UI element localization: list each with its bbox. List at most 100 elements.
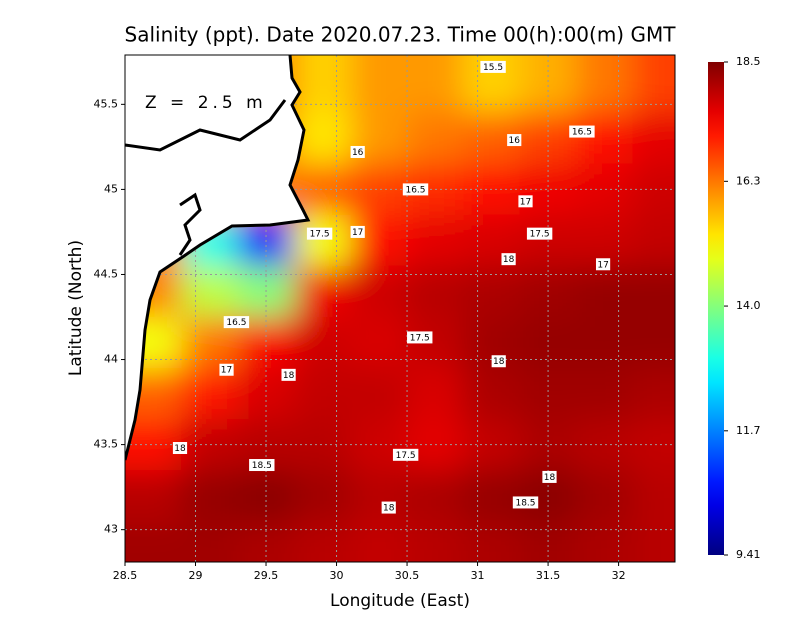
contour-label-box (569, 125, 595, 138)
field-cell (125, 470, 182, 522)
x-tick-label: 29 (189, 569, 203, 582)
contour-label-box (392, 448, 419, 461)
depth-label: Z = 2.5 m (145, 93, 267, 113)
contour-label-box (518, 195, 533, 208)
field-cell (350, 55, 408, 114)
field-cell (407, 470, 464, 522)
contour-label: 17 (520, 197, 531, 207)
y-tick-label: 44.5 (94, 267, 119, 280)
chart-title: Salinity (ppt). Date 2020.07.23. Time 00… (125, 23, 677, 47)
contour-label: 18 (283, 371, 295, 381)
contour-label: 17.5 (396, 451, 416, 461)
field-cell (350, 521, 408, 562)
contour-label-box (480, 60, 506, 73)
field-cell (181, 470, 239, 522)
contour-label: 16.5 (226, 318, 246, 328)
field-cell (294, 265, 352, 318)
contour-label: 17 (221, 366, 232, 376)
contour-label-box (350, 225, 365, 238)
y-axis-label: Latitude (North) (66, 240, 86, 376)
field-cell (181, 521, 239, 562)
contour-label-box (507, 134, 522, 147)
contour-label-box (407, 331, 433, 344)
contour-label: 16 (352, 148, 364, 158)
field-cell (519, 55, 577, 114)
contour-label-box (542, 470, 557, 483)
contour-labels: 15.5 16.5 16 16 17 16.5 17.5 17 17.5 18 17 16.5 17.5… (172, 60, 611, 514)
y-tick-label: 45.5 (94, 97, 119, 110)
contour-label-box (172, 442, 188, 455)
field-cell (407, 214, 464, 267)
field-cell (181, 265, 239, 318)
field-cell (407, 521, 464, 562)
field-cell (294, 55, 352, 114)
contour-label: 18 (383, 504, 395, 514)
field-cell (350, 470, 408, 522)
contour-label-box (501, 253, 516, 266)
field-cell (294, 368, 352, 420)
field-cell (632, 163, 675, 216)
field-cell (181, 419, 239, 471)
field-cell (632, 368, 675, 420)
y-tick-label: 45 (104, 182, 118, 195)
contour-label: 17.5 (410, 333, 430, 343)
contour-label-box (249, 459, 275, 472)
field-cell (576, 419, 634, 471)
contour-label: 17 (597, 260, 608, 270)
colorbar-tick-label: 14.0 (736, 299, 761, 312)
contour-label-box (491, 355, 506, 368)
field-cell (294, 214, 352, 267)
field-cell (350, 368, 408, 420)
field-cell (576, 112, 634, 165)
y-tick-label: 43 (104, 523, 118, 536)
field-cell (463, 470, 521, 522)
field-cell (632, 214, 675, 267)
field-cell (181, 368, 239, 420)
contour-label: 18.5 (252, 461, 272, 471)
field-cell (576, 317, 634, 369)
x-tick-label: 30 (330, 569, 344, 582)
colorbar-tick-label: 9.41 (736, 548, 761, 561)
coastline (178, 192, 202, 256)
coastline (125, 55, 311, 461)
x-tick-label: 31 (471, 569, 485, 582)
field-cell (407, 265, 464, 318)
field-cell (632, 112, 675, 165)
field (125, 55, 675, 562)
colorbar-tick-label: 18.5 (736, 55, 761, 68)
contour-label-box (350, 145, 365, 158)
field-cell (463, 521, 521, 562)
field-cell (463, 265, 521, 318)
contour-label: 16.5 (572, 128, 592, 138)
field-cell (294, 470, 352, 522)
field-cell (576, 470, 634, 522)
field-cell (350, 163, 408, 216)
field-cell (632, 317, 675, 369)
field-cell (350, 265, 408, 318)
x-axis-label: Longitude (East) (330, 591, 470, 611)
field-cell (463, 368, 521, 420)
field-cell (632, 265, 675, 318)
field-cell (632, 55, 675, 114)
contour-label-box (223, 316, 250, 329)
contour-label: 18 (493, 357, 505, 367)
field-cell (576, 163, 634, 216)
x-tick-label: 31.5 (536, 569, 561, 582)
land-area (125, 55, 308, 460)
field-cell (294, 317, 352, 369)
field-cell (576, 55, 634, 114)
field-cell (632, 470, 675, 522)
land (125, 55, 311, 461)
field-cell (350, 419, 408, 471)
field-cell (576, 521, 634, 562)
field-cell (463, 55, 521, 114)
x-tick-label: 32 (612, 569, 626, 582)
coastline (125, 99, 287, 152)
contour-label: 18 (544, 473, 556, 483)
field-cell (407, 55, 464, 114)
x-tick-label: 28.5 (113, 569, 138, 582)
contour-label-box (381, 501, 396, 514)
field-cell (294, 419, 352, 471)
contour-label-box (281, 368, 296, 381)
salinity-field (125, 55, 675, 562)
